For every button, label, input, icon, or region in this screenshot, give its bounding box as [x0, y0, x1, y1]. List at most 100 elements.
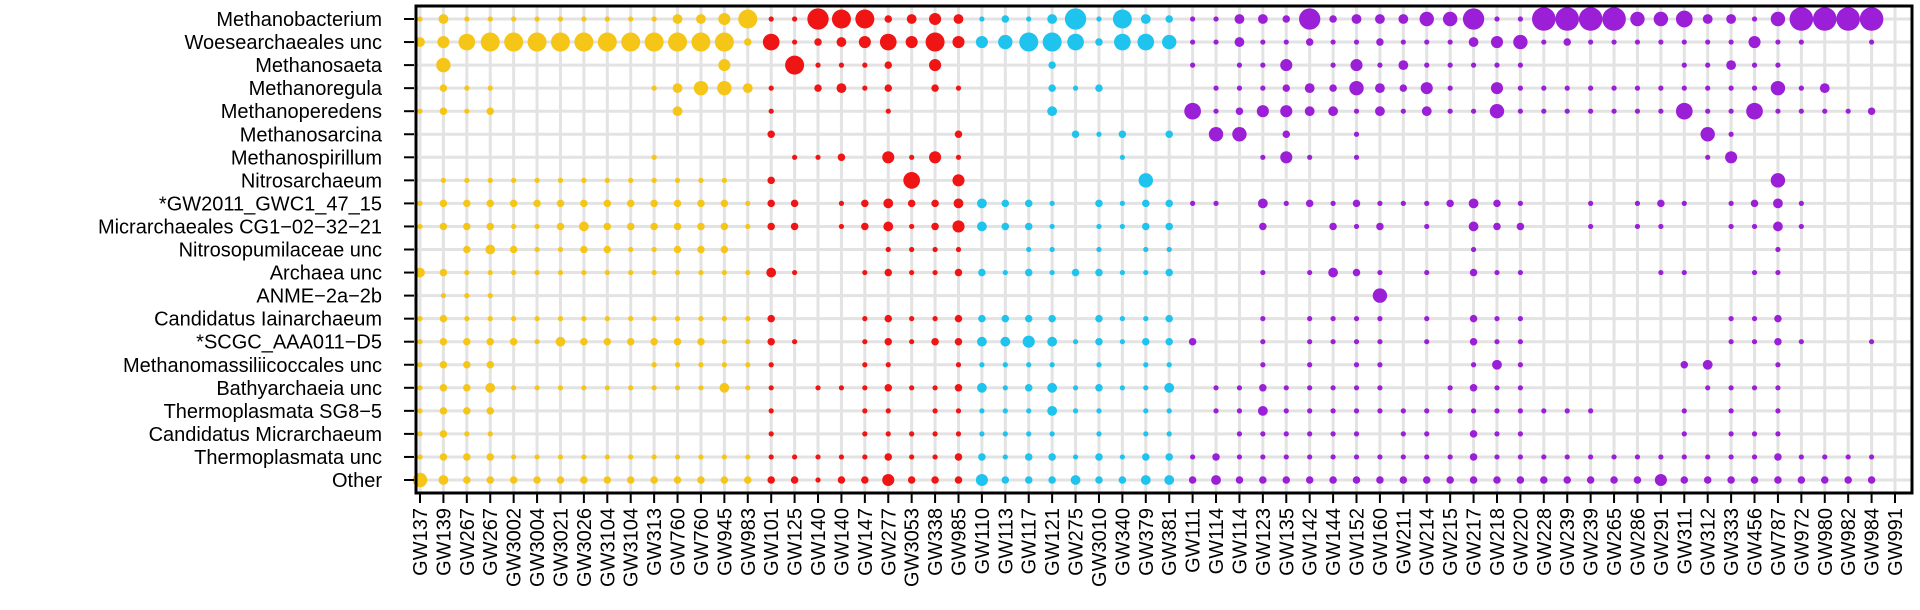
- bubble: [767, 314, 775, 323]
- bubble: [1447, 85, 1453, 91]
- bubble: [1119, 385, 1125, 391]
- bubble: [975, 36, 988, 49]
- bubble: [1726, 14, 1737, 24]
- bubble: [1095, 384, 1103, 392]
- bubble: [439, 361, 448, 369]
- bubble: [1774, 337, 1782, 346]
- bubble: [1072, 408, 1079, 414]
- bubble: [556, 199, 565, 208]
- column-label: GW980: [1815, 508, 1837, 576]
- bubble: [1726, 60, 1737, 70]
- bubble: [1398, 14, 1409, 24]
- bubble: [1096, 16, 1102, 22]
- bubble: [1119, 200, 1125, 206]
- bubble: [1470, 62, 1477, 68]
- bubble: [1280, 151, 1293, 164]
- column-label: GW140: [808, 508, 830, 576]
- bubble: [1234, 37, 1245, 47]
- bubble: [1001, 476, 1010, 484]
- grid-lines: [416, 6, 1912, 493]
- bubble: [580, 337, 588, 346]
- column-label: GW114: [1206, 508, 1228, 574]
- bubble: [932, 246, 938, 253]
- bubble: [698, 316, 704, 322]
- bubble: [1819, 83, 1830, 94]
- bubble: [557, 454, 564, 460]
- bubble: [1563, 38, 1571, 46]
- row-label: Methanosarcina: [240, 124, 383, 146]
- column-label: GW3104: [621, 508, 643, 587]
- bubble: [1259, 476, 1267, 484]
- bubble: [1516, 222, 1525, 231]
- bubble: [1400, 431, 1406, 437]
- bubble: [1211, 475, 1221, 485]
- bubble: [1304, 83, 1315, 94]
- bubble: [511, 385, 517, 391]
- bubble: [768, 431, 774, 437]
- bubble: [1260, 269, 1266, 276]
- bubble: [1517, 431, 1523, 437]
- bubble: [651, 16, 657, 22]
- bubble: [1096, 131, 1102, 137]
- bubble: [557, 385, 564, 391]
- bubble: [1377, 269, 1383, 276]
- bubble: [1375, 14, 1385, 24]
- bubble: [438, 14, 449, 24]
- bubble: [626, 337, 635, 346]
- column-label: GW214: [1417, 508, 1439, 576]
- bubble: [1119, 269, 1125, 276]
- bubble: [417, 408, 423, 414]
- bubble: [1798, 108, 1804, 114]
- bubble: [979, 431, 985, 437]
- bubble: [578, 221, 589, 232]
- bubble: [1494, 269, 1500, 276]
- bubble: [862, 269, 868, 276]
- bubble: [1165, 453, 1173, 461]
- bubble: [486, 407, 494, 415]
- bubble: [1165, 337, 1173, 346]
- bubble: [1329, 222, 1337, 231]
- bubble: [1517, 16, 1523, 22]
- bubble: [1351, 14, 1362, 24]
- bubble: [767, 337, 775, 346]
- bubble: [439, 199, 448, 208]
- bubble: [555, 336, 566, 347]
- bubble: [1260, 39, 1266, 45]
- bubble: [720, 222, 729, 231]
- bubble: [1541, 85, 1547, 91]
- bubble: [1728, 431, 1734, 437]
- bubble: [909, 269, 915, 276]
- column-label: GW3104: [597, 508, 619, 587]
- bubble: [1190, 62, 1196, 68]
- column-label: GW3002: [504, 508, 526, 587]
- bubble: [1213, 85, 1219, 91]
- bubble: [1400, 108, 1406, 114]
- row-label: Methanosaeta: [255, 55, 383, 77]
- bubble: [929, 12, 942, 26]
- bubble: [1118, 130, 1127, 138]
- bubble: [1658, 223, 1664, 230]
- bubble: [1728, 408, 1734, 414]
- column-label: GW114: [1229, 508, 1251, 574]
- bubble: [862, 385, 868, 391]
- bubble: [556, 222, 565, 231]
- bubble: [1307, 316, 1313, 322]
- bubble: [883, 221, 894, 232]
- bubble: [1095, 476, 1103, 484]
- bubble: [1681, 454, 1687, 460]
- bubble: [651, 454, 657, 460]
- bubble: [1048, 61, 1056, 69]
- bubble: [1705, 385, 1711, 391]
- column-label: GW381: [1159, 508, 1181, 576]
- bubble: [954, 130, 963, 138]
- bubble: [1235, 107, 1244, 115]
- bubble: [463, 337, 471, 346]
- bubble: [603, 476, 612, 484]
- bubble: [534, 177, 540, 183]
- bubble: [836, 37, 847, 47]
- bubble: [1494, 316, 1500, 322]
- bubble: [628, 454, 634, 460]
- bubble: [673, 222, 682, 231]
- bubble: [464, 108, 470, 114]
- bubble: [1330, 339, 1336, 345]
